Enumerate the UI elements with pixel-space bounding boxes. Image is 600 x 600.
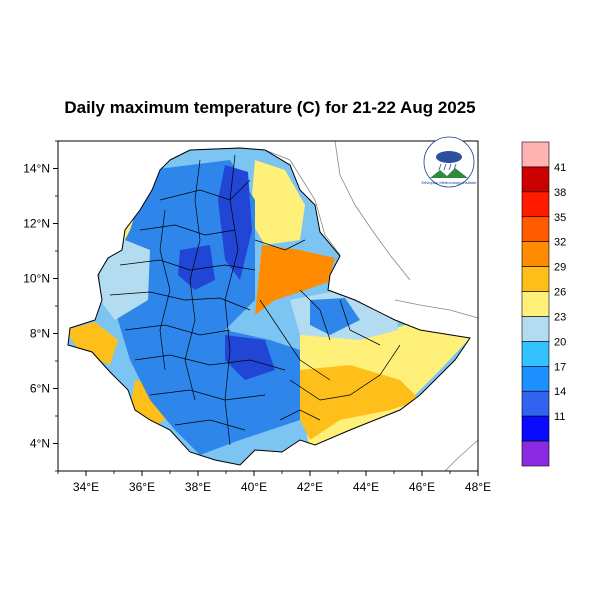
colorbar-label: 41	[554, 162, 566, 174]
colorbar-label: 29	[554, 262, 566, 274]
admin-boundary-line	[339, 299, 381, 346]
y-tick-label: 14°N	[23, 162, 50, 176]
admin-boundary-line	[119, 259, 256, 271]
colorbar-swatch	[521, 366, 550, 392]
map-title: Daily maximum temperature (C) for 21-22 …	[64, 98, 475, 117]
colorbar-swatch	[521, 316, 550, 342]
colorbar-swatch	[521, 241, 550, 267]
x-tick-label: 42°E	[297, 480, 323, 494]
admin-boundary-line	[184, 159, 201, 401]
red-sea-coast	[334, 141, 411, 281]
colorbar-swatch	[521, 291, 550, 317]
colorbar-swatch	[521, 440, 550, 467]
colorbar-swatch	[521, 166, 550, 193]
zone-northern-highlands-cold	[218, 165, 252, 280]
y-tick-label: 8°N	[30, 327, 50, 341]
colorbar-label: 11	[554, 411, 565, 423]
zone-afar-warm	[250, 160, 305, 245]
x-tick-label: 38°E	[185, 480, 211, 494]
zone-eastern-highlands-cool	[310, 298, 360, 335]
x-axis: 34°E 36°E 38°E 40°E 42°E 44°E 46°E 48°E	[57, 471, 491, 494]
zone-bale-highlands-cold	[225, 335, 275, 380]
colorbar-swatch	[521, 141, 550, 168]
x-tick-label: 36°E	[129, 480, 155, 494]
colorbar-swatch	[521, 191, 550, 218]
admin-boundary-line	[254, 239, 306, 251]
admin-boundary-line	[159, 209, 171, 371]
colorbar-label: 32	[554, 237, 566, 249]
colorbar-swatch	[521, 415, 550, 442]
admin-boundary-line	[299, 289, 331, 341]
admin-boundary-line	[134, 354, 286, 371]
admin-boundary-line	[124, 324, 231, 336]
gulf-coast	[394, 299, 478, 319]
admin-boundary-line	[159, 179, 251, 201]
x-tick-label: 48°E	[465, 480, 491, 494]
admin-boundary-line	[259, 299, 331, 381]
zone-southeast-hot	[300, 365, 420, 440]
y-tick-label: 10°N	[23, 272, 50, 286]
ethiopia-outline	[67, 147, 471, 466]
colorbar-label: 17	[554, 361, 566, 373]
x-tick-label: 34°E	[73, 480, 99, 494]
admin-boundary-line	[174, 419, 246, 431]
y-axis: 4°N 6°N 8°N 10°N 12°N 14°N	[23, 140, 58, 472]
colorbar-label: 20	[554, 336, 566, 348]
admin-boundary-line	[139, 224, 236, 236]
zone-afar-rift-hot	[255, 245, 335, 315]
temperature-colorbar: 41 38 35 32 29 26 23 20 17 14 11	[521, 141, 566, 467]
administrative-boundaries	[109, 154, 401, 446]
somalia-border	[444, 439, 478, 471]
colorbar-swatch	[521, 341, 550, 367]
admin-boundary-line	[224, 154, 239, 446]
zone-western-lowlands-mild	[100, 240, 150, 320]
colorbar-label: 14	[554, 386, 566, 398]
zone-central-highlands-cold	[178, 245, 215, 290]
zone-western-border-warm	[68, 322, 118, 365]
x-tick-label: 46°E	[409, 480, 435, 494]
admin-boundary-line	[149, 389, 266, 401]
ethiopian-meteorology-institute-logo: Ethiopian Meteorology Institute	[422, 136, 478, 188]
x-tick-label: 40°E	[241, 480, 267, 494]
y-tick-label: 6°N	[30, 382, 50, 396]
colorbar-swatch	[521, 266, 550, 292]
logo-cloud-icon	[436, 151, 462, 163]
admin-boundary-line	[289, 344, 401, 401]
colorbar-swatch	[521, 390, 550, 417]
admin-boundary-line	[109, 291, 251, 311]
y-tick-label: 12°N	[23, 217, 50, 231]
colorbar-label: 26	[554, 287, 566, 299]
colorbar-swatch	[521, 216, 550, 242]
colorbar-label: 38	[554, 187, 566, 199]
logo-text: Ethiopian Meteorology Institute	[422, 180, 478, 185]
x-tick-label: 44°E	[353, 480, 379, 494]
colorbar-label: 35	[554, 212, 566, 224]
colorbar-label: 23	[554, 311, 566, 323]
logo-mountain-icon	[430, 168, 468, 178]
zone-highlands-cool	[110, 160, 300, 455]
y-tick-label: 4°N	[30, 437, 50, 451]
logo-rain-icon	[438, 163, 457, 171]
admin-boundary-line	[279, 409, 321, 421]
